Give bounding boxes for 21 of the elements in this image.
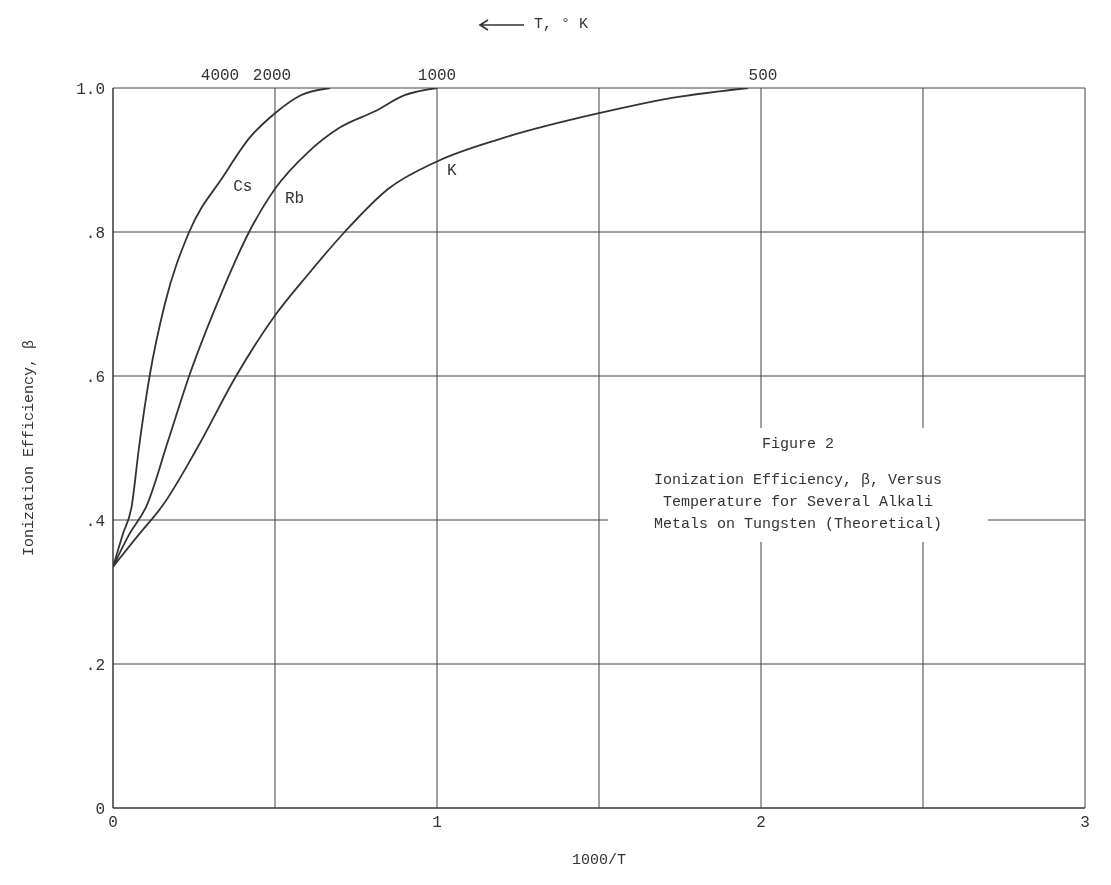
text: 2000 xyxy=(252,67,292,85)
series-label: Rb xyxy=(285,189,305,208)
y-tick-label: .8 xyxy=(85,224,105,243)
text: 1000 xyxy=(417,67,457,85)
y-tick-label: .6 xyxy=(85,368,105,387)
y-tick-label: 1.0 xyxy=(76,80,105,99)
x2-axis-title: T, ° K xyxy=(534,16,589,33)
y-tick-label: .4 xyxy=(85,512,105,531)
series-label: Cs xyxy=(233,177,253,196)
y-tick-label: .2 xyxy=(85,656,105,675)
x-tick-label: 3 xyxy=(1080,814,1090,833)
y-tick-label: 0 xyxy=(95,800,105,819)
y-axis-title: Ionization Efficiency, β xyxy=(21,339,39,557)
text: 500 xyxy=(748,67,778,85)
text: 4000 xyxy=(200,67,240,85)
caption-panel: Figure 2 Ionization Efficiency, β, Versus Temperature for Several Alkali Metals on Tungsten (Theoretical) xyxy=(608,428,988,542)
x-tick-label: 2 xyxy=(756,814,766,833)
x-tick-label: 0 xyxy=(108,814,118,833)
x-axis-title: 1000/T xyxy=(571,852,627,869)
series-label: K xyxy=(447,162,457,181)
x-tick-label: 1 xyxy=(432,814,442,833)
